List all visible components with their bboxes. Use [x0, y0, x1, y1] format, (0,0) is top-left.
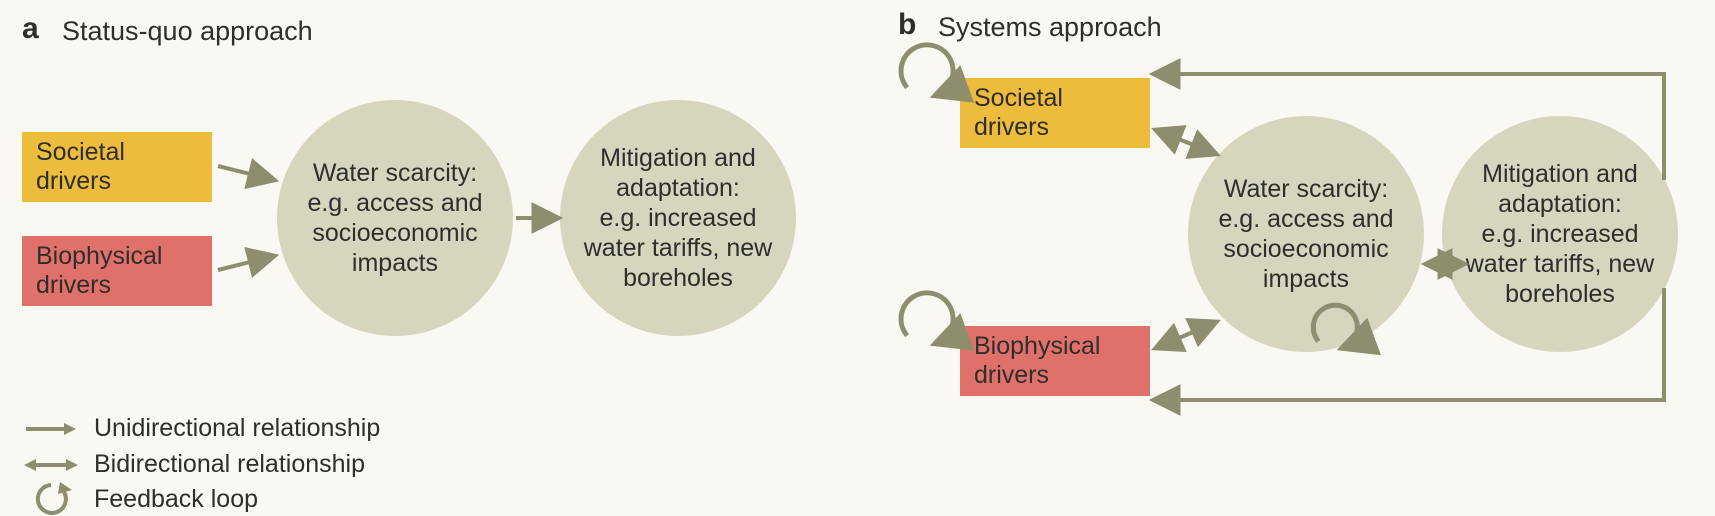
legend-loop-label: Feedback loop	[94, 485, 258, 514]
arrow-right-icon	[22, 419, 80, 439]
legend-unidirectional: Unidirectional relationship	[22, 414, 380, 443]
legend-feedback: Feedback loop	[22, 482, 258, 516]
panel-a-letter: a	[22, 14, 39, 44]
panel-a-biophysical-box: Biophysicaldrivers	[22, 236, 212, 306]
legend-bidirectional: Bidirectional relationship	[22, 450, 365, 479]
legend-bi-label: Bidirectional relationship	[94, 450, 365, 479]
panel-a-mitigation-circle: Mitigation and adaptation:e.g. increased…	[560, 100, 796, 336]
panel-a-title: Status-quo approach	[62, 16, 313, 47]
panel-b-mitigation-circle: Mitigation and adaptation:e.g. increased…	[1442, 116, 1678, 352]
legend-uni-label: Unidirectional relationship	[94, 414, 380, 443]
arrow-bi-icon	[22, 455, 80, 475]
panel-b-scarcity-circle: Water scarcity:e.g. access and socioecon…	[1188, 116, 1424, 352]
diagram-stage: a Status-quo approach b Systems approach…	[0, 0, 1715, 508]
panel-a-societal-box: Societaldrivers	[22, 132, 212, 202]
panel-b-biophysical-box: Biophysicaldrivers	[960, 326, 1150, 396]
panel-a-scarcity-circle: Water scarcity:e.g. access and socioecon…	[277, 100, 513, 336]
panel-b-title: Systems approach	[938, 12, 1162, 43]
panel-b-societal-box: Societaldrivers	[960, 78, 1150, 148]
loop-icon	[22, 482, 80, 516]
panel-b-letter: b	[898, 10, 916, 40]
